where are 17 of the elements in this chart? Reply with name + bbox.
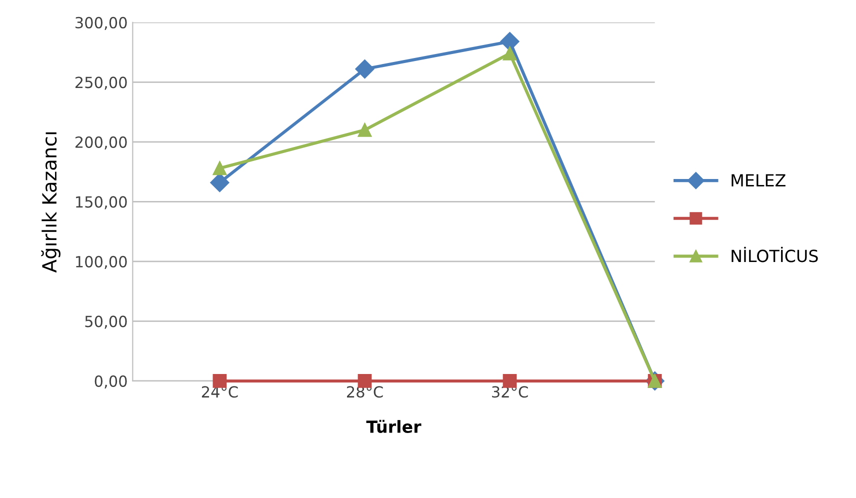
y-tick-label: 150,00 [76, 196, 127, 210]
point [500, 32, 520, 52]
y-tick-label: 100,00 [76, 256, 127, 270]
legend-label: NİLOTİCUS [732, 246, 818, 262]
point [355, 59, 374, 79]
y-tick-label: 0,00 [94, 375, 127, 389]
y-axis-title: Ağırlık Kazancı [41, 132, 60, 273]
y-tick-label: 250,00 [75, 76, 127, 90]
point [502, 46, 517, 60]
y-tick-label: 200,00 [75, 136, 127, 150]
y-tick-label: 50,00 [85, 316, 127, 329]
point [358, 123, 372, 137]
legend-label: MELEZ [732, 174, 786, 186]
x-axis-title: Türler [366, 420, 422, 433]
point [210, 173, 230, 192]
y-tick-label: 300,00 [76, 16, 127, 30]
point [212, 161, 227, 176]
